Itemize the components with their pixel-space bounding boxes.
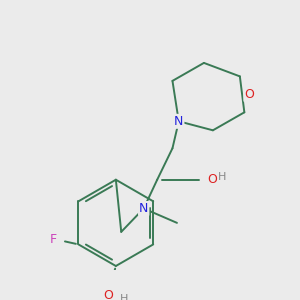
Text: O: O	[104, 289, 114, 300]
Text: F: F	[50, 233, 57, 246]
Text: O: O	[244, 88, 254, 101]
Text: H: H	[218, 172, 227, 182]
Text: N: N	[174, 115, 183, 128]
Text: O: O	[208, 173, 218, 186]
Text: N: N	[139, 202, 148, 215]
Text: H: H	[120, 294, 129, 300]
